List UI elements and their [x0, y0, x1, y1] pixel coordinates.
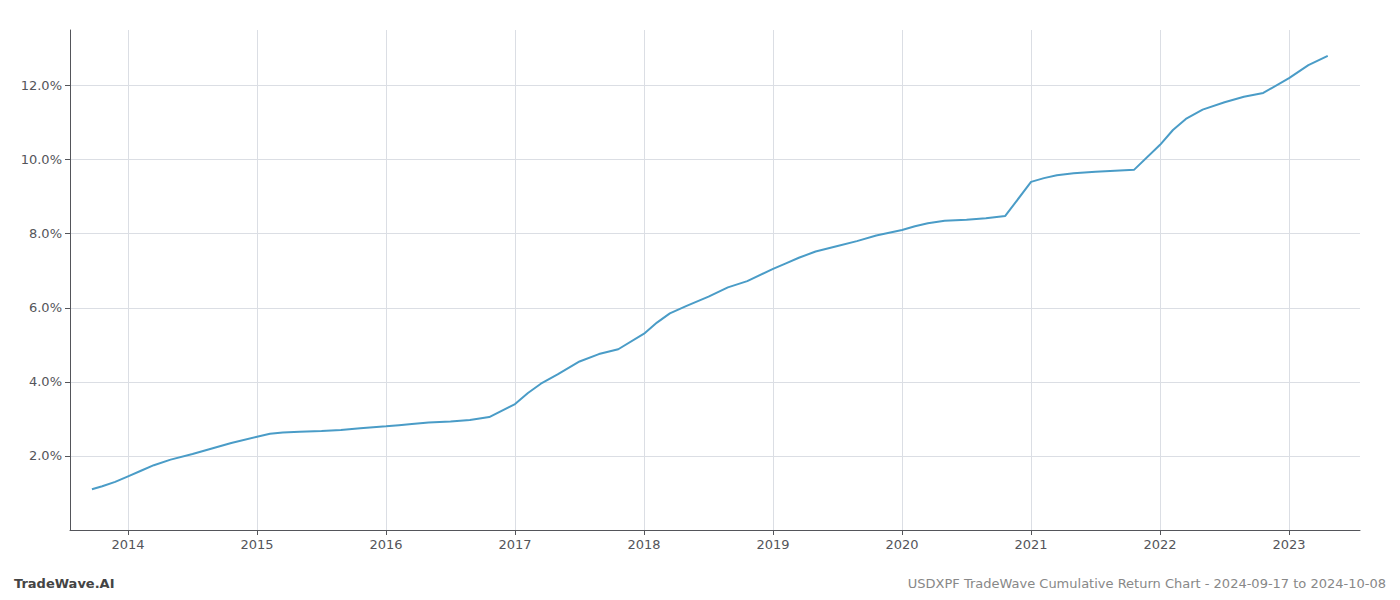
- svg-text:10.0%: 10.0%: [21, 152, 62, 167]
- svg-text:2016: 2016: [370, 537, 403, 552]
- svg-text:2019: 2019: [757, 537, 790, 552]
- svg-text:2022: 2022: [1144, 537, 1177, 552]
- svg-text:TradeWave.AI: TradeWave.AI: [14, 576, 115, 591]
- svg-text:2015: 2015: [241, 537, 274, 552]
- svg-text:12.0%: 12.0%: [21, 78, 62, 93]
- svg-text:2023: 2023: [1273, 537, 1306, 552]
- svg-text:8.0%: 8.0%: [29, 226, 62, 241]
- svg-text:2.0%: 2.0%: [29, 448, 62, 463]
- svg-text:2017: 2017: [499, 537, 532, 552]
- svg-text:2018: 2018: [628, 537, 661, 552]
- svg-text:USDXPF TradeWave Cumulative Re: USDXPF TradeWave Cumulative Return Chart…: [908, 576, 1386, 591]
- svg-text:2021: 2021: [1015, 537, 1048, 552]
- svg-text:2020: 2020: [886, 537, 919, 552]
- svg-text:2014: 2014: [112, 537, 145, 552]
- svg-text:6.0%: 6.0%: [29, 300, 62, 315]
- svg-text:4.0%: 4.0%: [29, 374, 62, 389]
